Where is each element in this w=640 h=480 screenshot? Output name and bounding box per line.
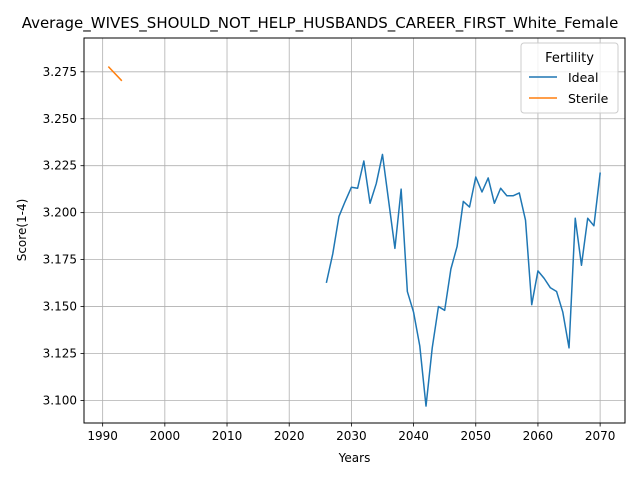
y-tick-label: 3.100	[43, 393, 77, 407]
x-tick-label: 2020	[274, 429, 305, 443]
x-axis-ticks: 1990 2000 2010 2020 2030 2040 2050 2060 2070	[87, 423, 615, 443]
x-tick-label: 2070	[585, 429, 616, 443]
y-tick-label: 3.225	[43, 159, 77, 173]
x-tick-label: 2060	[523, 429, 554, 443]
x-tick-label: 2010	[212, 429, 243, 443]
y-tick-label: 3.250	[43, 112, 77, 126]
legend-title: Fertility	[545, 51, 594, 66]
y-tick-label: 3.175	[43, 253, 77, 267]
legend-label-ideal: Ideal	[568, 70, 598, 85]
y-tick-label: 3.275	[43, 65, 77, 79]
x-tick-label: 2040	[398, 429, 429, 443]
chart-title: Average_WIVES_SHOULD_NOT_HELP_HUSBANDS_C…	[22, 14, 619, 33]
y-axis-label: Score(1-4)	[15, 199, 29, 262]
series-line-ideal	[325, 153, 601, 407]
y-tick-label: 3.200	[43, 206, 77, 220]
plot-frame	[83, 37, 626, 424]
x-tick-label: 2000	[150, 429, 181, 443]
series-line-sterile	[107, 66, 123, 82]
x-tick-label: 2050	[460, 429, 491, 443]
x-tick-label: 1990	[87, 429, 118, 443]
y-tick-label: 3.150	[43, 300, 77, 314]
legend-label-sterile: Sterile	[568, 91, 609, 106]
y-tick-label: 3.125	[43, 347, 77, 361]
series-layer	[107, 66, 601, 407]
legend: Fertility Ideal Sterile	[520, 42, 619, 114]
x-axis-label: Years	[338, 451, 371, 465]
y-axis-ticks: 3.100 3.125 3.150 3.175 3.200 3.225 3.250 3.275	[43, 65, 84, 407]
x-tick-label: 2030	[336, 429, 367, 443]
legend-box	[520, 42, 619, 114]
